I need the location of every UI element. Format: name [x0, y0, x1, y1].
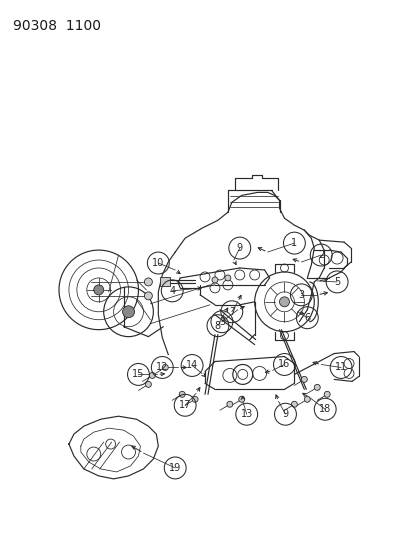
Circle shape: [279, 297, 289, 307]
Text: 1: 1: [291, 238, 297, 248]
Circle shape: [291, 401, 297, 407]
Text: 18: 18: [318, 404, 330, 414]
Circle shape: [192, 397, 197, 402]
Text: 3: 3: [218, 317, 224, 327]
Text: 12: 12: [156, 362, 168, 373]
Circle shape: [323, 391, 330, 397]
Circle shape: [122, 306, 134, 318]
Text: 13: 13: [240, 409, 252, 419]
Circle shape: [211, 277, 217, 283]
Circle shape: [162, 365, 168, 370]
Text: 4: 4: [169, 286, 175, 296]
Circle shape: [145, 382, 151, 387]
Circle shape: [313, 384, 320, 390]
Text: 9: 9: [236, 243, 242, 253]
Text: 19: 19: [169, 463, 181, 473]
Text: 3: 3: [298, 290, 304, 300]
Text: 90308  1100: 90308 1100: [13, 19, 101, 33]
Circle shape: [149, 373, 155, 378]
Text: 5: 5: [333, 277, 339, 287]
Circle shape: [304, 397, 310, 402]
Text: 10: 10: [152, 258, 164, 268]
FancyBboxPatch shape: [160, 277, 170, 286]
Text: 9: 9: [282, 409, 288, 419]
Circle shape: [226, 401, 232, 407]
Text: 15: 15: [132, 369, 144, 379]
Circle shape: [93, 285, 103, 295]
Text: 7: 7: [228, 307, 235, 317]
Text: 11: 11: [334, 362, 347, 373]
Text: 2: 2: [317, 250, 323, 260]
Text: 16: 16: [278, 359, 290, 369]
Text: 17: 17: [178, 400, 191, 410]
Circle shape: [179, 391, 185, 397]
Circle shape: [301, 376, 306, 382]
Circle shape: [224, 275, 230, 281]
Circle shape: [144, 292, 152, 300]
Circle shape: [238, 397, 244, 402]
Text: 8: 8: [214, 321, 221, 330]
Text: 6: 6: [304, 313, 310, 323]
Circle shape: [144, 278, 152, 286]
Text: 14: 14: [185, 360, 198, 370]
